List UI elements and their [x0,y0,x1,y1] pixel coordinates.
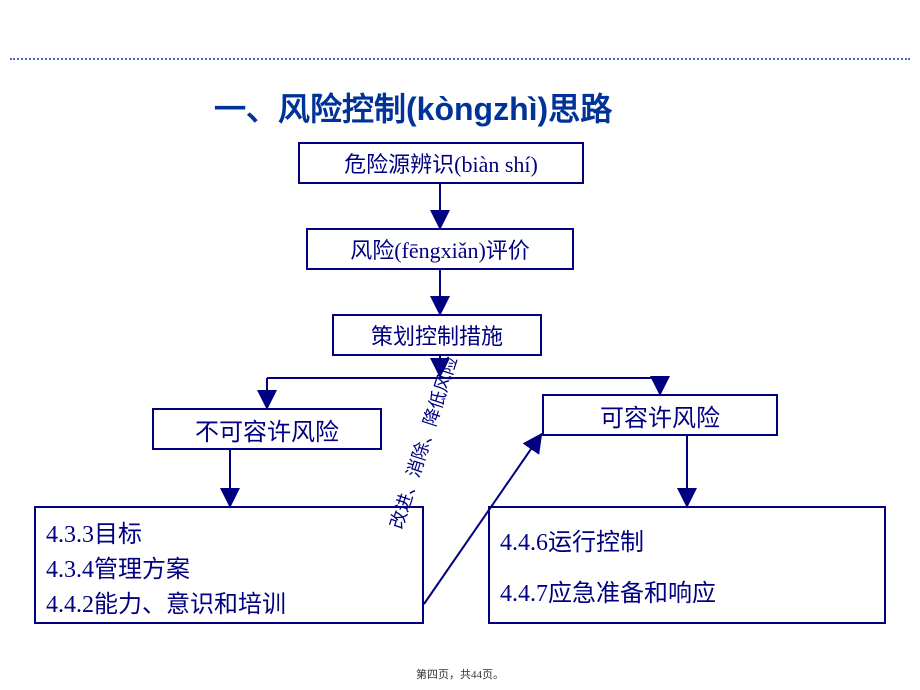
node-risk-evaluation: 风险(fēngxiǎn)评价 [306,228,574,270]
page-footer: 第四页，共44页。 [0,666,920,682]
node-hazard-identification: 危险源辨识(biàn shí) [298,142,584,184]
node-unacceptable-risk: 不可容许风险 [152,408,382,450]
page-title: 一、风险控制(kòngzhì)思路 [214,84,612,130]
node-acceptable-risk: 可容许风险 [542,394,778,436]
box-acceptable-actions: 4.4.6运行控制4.4.7应急准备和响应 [488,506,886,624]
top-dotted-line [10,58,910,60]
box-unacceptable-actions: 4.3.3目标4.3.4管理方案4.4.2能力、意识和培训 [34,506,424,624]
node-plan-control: 策划控制措施 [332,314,542,356]
